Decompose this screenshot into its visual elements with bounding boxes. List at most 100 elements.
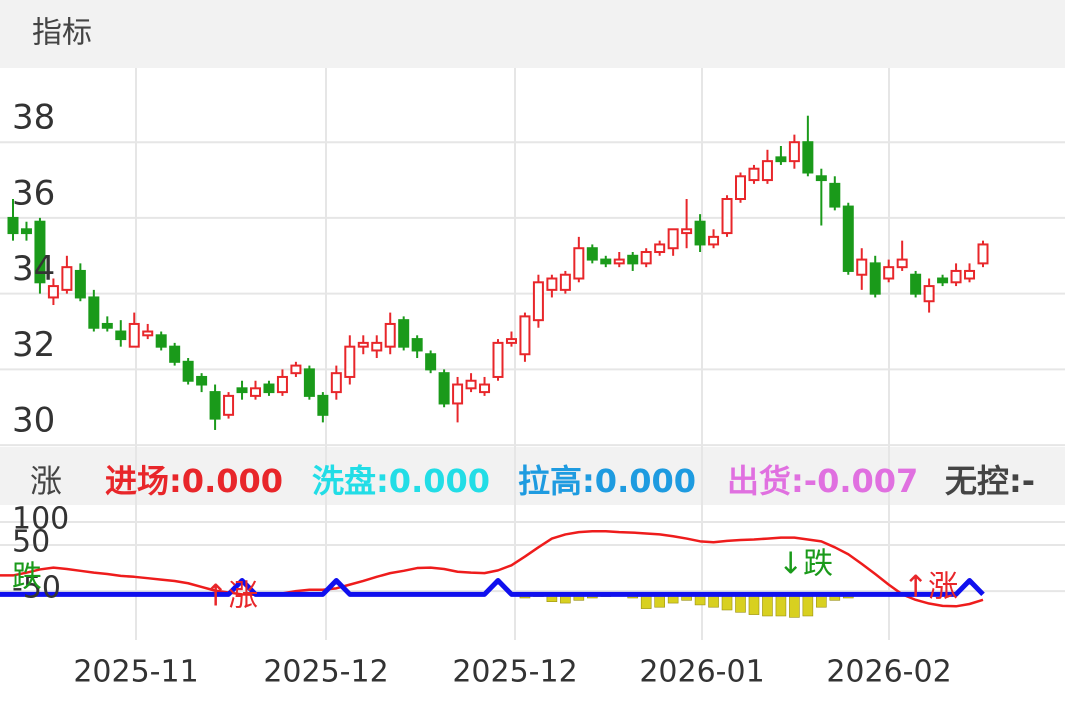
candle-body (735, 175, 746, 201)
candle-body (263, 383, 275, 394)
blue-line (0, 577, 985, 597)
candle-body (182, 360, 194, 382)
candle-body (559, 273, 571, 291)
main-panel (7, 115, 989, 430)
y-tick-label: 30 (12, 401, 55, 441)
candle-body (169, 345, 181, 363)
candle-body (250, 387, 261, 397)
candle-body (128, 322, 140, 348)
legend-item: 进场:0.000 (105, 462, 283, 500)
candle-body (290, 364, 302, 375)
annotation: 跌 (12, 560, 42, 595)
indicator-label: 涨 (30, 462, 62, 500)
candle-body (748, 167, 760, 182)
legend-item: 洗盘:0.000 (312, 462, 490, 500)
candle-body (465, 379, 477, 390)
candle-body (209, 391, 221, 420)
candle-body (7, 216, 19, 235)
candle-body (842, 205, 854, 272)
candle-body (74, 269, 86, 299)
candle-body (61, 266, 73, 291)
candle-body (317, 394, 329, 416)
candle-body (761, 160, 773, 182)
red-line (0, 529, 984, 608)
candle-body (492, 341, 504, 378)
candle-body (788, 141, 800, 163)
candle-body (964, 269, 976, 280)
candle-body (384, 322, 396, 348)
candle-body (869, 262, 881, 295)
candle-body (708, 235, 720, 246)
candle-body (425, 353, 437, 371)
candle-body (371, 341, 383, 352)
bar (802, 594, 814, 617)
candle-body (856, 258, 868, 276)
candle-body (640, 251, 652, 265)
candle-body (654, 243, 666, 254)
bar (748, 594, 760, 615)
candle-body (20, 228, 32, 235)
annotation: ↑涨 (903, 570, 958, 605)
y-tick-label: 50 (12, 525, 50, 560)
bar (762, 594, 773, 617)
candle-body (573, 247, 585, 280)
candle-body (142, 330, 154, 337)
candle-body (667, 228, 679, 250)
candle-body (398, 319, 410, 348)
candle-body (357, 341, 369, 348)
candle-body (101, 322, 113, 329)
candle-body (344, 345, 356, 378)
candle-body (303, 368, 315, 397)
candle-body (613, 258, 625, 265)
candle-body (519, 315, 531, 356)
candle-body (330, 372, 342, 394)
bar (775, 594, 787, 617)
candle-body (910, 273, 922, 295)
candle-body (721, 198, 733, 235)
candle-body (896, 258, 908, 269)
candle-body (775, 156, 787, 163)
indicator-bar (0, 447, 1065, 505)
y-tick-label: 100 (12, 501, 69, 536)
candle-body (586, 247, 598, 261)
legend-item: 出货:-0.007 (727, 462, 918, 500)
candle-body (950, 269, 962, 284)
y-tick-label: 36 (12, 173, 55, 213)
legend-item: 拉高:0.000 (518, 462, 696, 500)
candle-body (88, 296, 100, 329)
candle-body (115, 330, 127, 341)
candle-body (829, 182, 841, 208)
sub-panel (0, 529, 985, 618)
header-bar (0, 0, 1065, 68)
candle-body (452, 383, 464, 405)
candle-body (223, 394, 235, 416)
annotation: ↓跌 (778, 547, 833, 582)
x-tick-label: 2025-11 (73, 655, 198, 690)
grid (0, 68, 1065, 640)
candle-body (236, 387, 248, 394)
y-tick-label: 34 (12, 249, 55, 289)
candle-body (47, 285, 59, 299)
x-tick-label: 2026-02 (826, 655, 951, 690)
candle-body (438, 372, 450, 405)
bar (735, 594, 746, 613)
x-tick-label: 2025-12 (452, 655, 577, 690)
candle-body (977, 243, 989, 265)
candle-body (923, 285, 935, 303)
candle-body (532, 281, 544, 322)
candle-body (276, 375, 288, 394)
annotation: ↑涨 (203, 579, 258, 614)
candle-body (479, 383, 491, 394)
candle-body (681, 228, 693, 235)
candle-body (694, 220, 706, 246)
candle-body (627, 254, 639, 265)
x-tick-label: 2026-01 (639, 655, 764, 690)
candle-body (505, 338, 517, 344)
bar (789, 594, 800, 618)
candle-body (815, 175, 827, 182)
x-tick-label: 2025-12 (263, 655, 388, 690)
candle-body (34, 220, 46, 284)
candle-body (546, 277, 558, 291)
